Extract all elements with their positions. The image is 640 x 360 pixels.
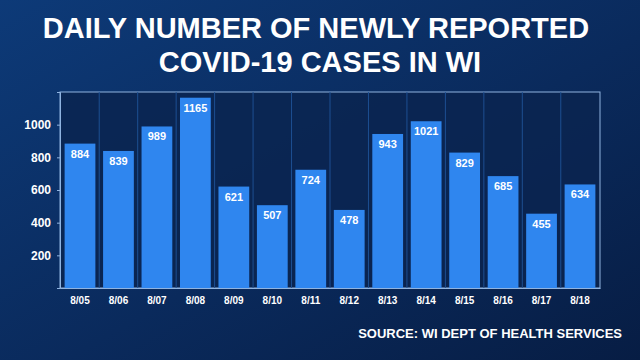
x-tick: 8/13 (378, 288, 398, 306)
x-tick-label: 8/13 (378, 295, 398, 306)
x-tick-label: 8/07 (147, 295, 167, 306)
bar (488, 176, 519, 288)
chart: 884 839 989 1165 621 507 724 478 943 1021 829 685 45… (0, 0, 640, 360)
y-tick-label: 600 (31, 183, 51, 197)
data-label: 943 (379, 138, 397, 150)
bar (103, 151, 134, 288)
y-tick: 400 (31, 216, 60, 230)
x-tick: 8/10 (263, 288, 283, 306)
x-tick: 8/15 (455, 288, 475, 306)
x-tick-label: 8/06 (109, 295, 129, 306)
bar (372, 134, 403, 288)
data-label: 621 (225, 191, 243, 203)
y-tick-mark (57, 157, 60, 158)
title: DAILY NUMBER OF NEWLY REPORTED COVID-19 … (43, 12, 597, 78)
separator (330, 92, 331, 288)
x-tick-label: 8/05 (70, 295, 90, 306)
x-tick: 8/07 (147, 288, 167, 306)
x-tick-label: 8/08 (186, 295, 206, 306)
bar (257, 205, 288, 288)
separator (214, 92, 215, 288)
x-tick-label: 8/10 (263, 295, 283, 306)
separator (522, 92, 523, 288)
data-label: 507 (263, 209, 281, 221)
separator (137, 92, 138, 288)
data-label: 1165 (183, 102, 207, 114)
y-tick: 800 (31, 151, 60, 165)
data-label: 724 (302, 174, 321, 186)
data-labels: 884 839 989 1165 621 507 724 478 943 1021 829 685 45… (71, 102, 590, 230)
x-tick: 8/16 (493, 288, 513, 306)
y-axis-line (57, 93, 61, 289)
x-tick-label: 8/16 (493, 295, 513, 306)
x-tick: 8/12 (339, 288, 359, 306)
bar (449, 153, 480, 288)
bar (411, 121, 442, 288)
data-label: 884 (71, 148, 90, 160)
x-tick-label: 8/14 (416, 295, 436, 306)
y-tick-label: 400 (31, 216, 51, 230)
y-tick-mark (57, 190, 60, 191)
separator (445, 92, 446, 288)
y-tick-label: 800 (31, 151, 51, 165)
background (0, 0, 640, 360)
x-tick-label: 8/09 (224, 295, 244, 306)
y-tick: 600 (31, 183, 60, 197)
x-axis-line (61, 288, 601, 289)
bar (180, 98, 211, 288)
separator (483, 92, 484, 288)
bar (565, 184, 596, 288)
data-label: 839 (109, 155, 127, 167)
data-label: 1021 (414, 125, 438, 137)
y-tick-mark (57, 255, 60, 256)
data-label: 455 (532, 218, 550, 230)
y-tick-label: 1000 (24, 118, 51, 132)
y-axis: 200 400 600 800 1000 (24, 93, 60, 289)
data-label: 478 (340, 214, 358, 226)
bar (526, 214, 557, 288)
plot-frame (60, 92, 600, 288)
bar (218, 187, 249, 288)
bars (65, 98, 596, 288)
x-tick: 8/06 (109, 288, 129, 306)
data-label: 685 (494, 180, 512, 192)
x-tick: 8/18 (570, 288, 590, 306)
x-tick: 8/08 (186, 288, 206, 306)
separator (291, 92, 292, 288)
x-tick-label: 8/11 (301, 295, 320, 306)
y-tick: 1000 (24, 118, 60, 132)
bar (142, 126, 173, 288)
source: SOURCE: WI DEPT OF HEALTH SERVICES (358, 326, 622, 341)
bar (65, 144, 96, 288)
separator (368, 92, 369, 288)
y-tick: 200 (31, 249, 60, 263)
x-tick: 8/09 (224, 288, 244, 306)
x-tick: 8/17 (532, 288, 552, 306)
data-label: 829 (455, 157, 473, 169)
x-tick-label: 8/15 (455, 295, 475, 306)
separators (99, 92, 561, 288)
x-tick-label: 8/18 (570, 295, 590, 306)
separator (560, 92, 561, 288)
separator (253, 92, 254, 288)
data-label: 989 (148, 130, 166, 142)
separator (176, 92, 177, 288)
x-tick-label: 8/12 (339, 295, 359, 306)
bar (295, 170, 326, 288)
x-axis: 8/05 8/06 8/07 8/08 8/09 8/10 8/11 8/12 8/13 8/14… (61, 288, 601, 306)
y-tick-mark (57, 125, 60, 126)
y-tick-mark (57, 223, 60, 224)
y-tick-label: 200 (31, 249, 51, 263)
data-label: 634 (571, 188, 590, 200)
x-tick: 8/11 (301, 288, 320, 306)
x-tick-label: 8/17 (532, 295, 552, 306)
separator (406, 92, 407, 288)
x-tick: 8/14 (416, 288, 436, 306)
separator (99, 92, 100, 288)
x-tick: 8/05 (70, 288, 90, 306)
bar (334, 210, 365, 288)
